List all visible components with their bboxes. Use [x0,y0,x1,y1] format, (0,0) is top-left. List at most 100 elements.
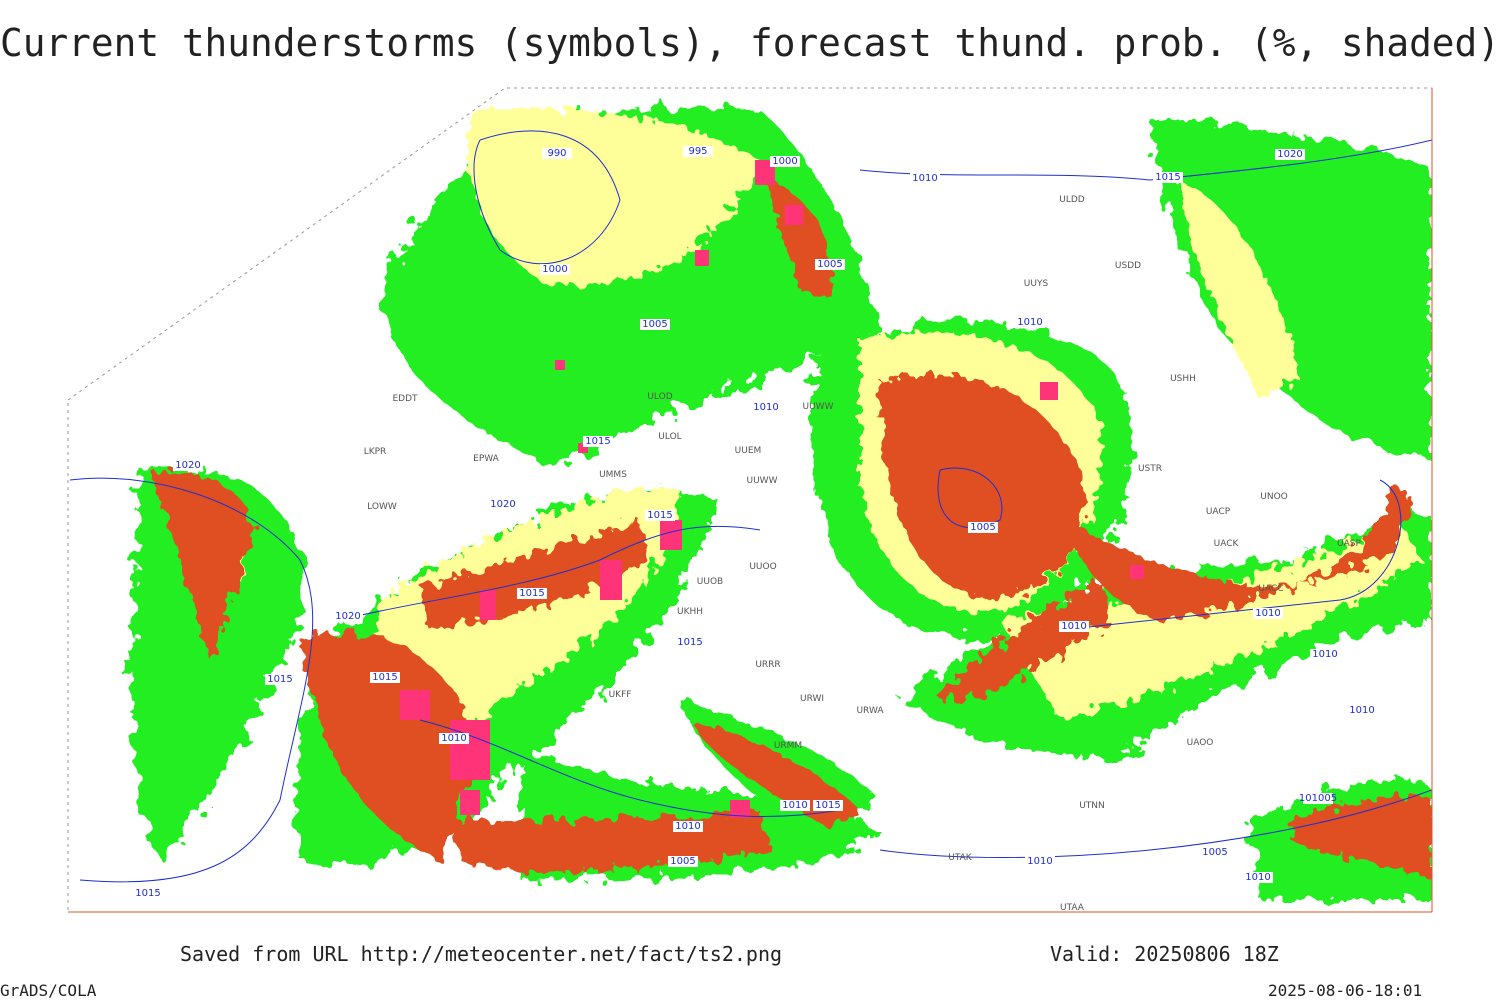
isobar-label: 1010 [1349,705,1374,716]
station-label: UTAK [948,853,973,863]
isobar-label-bg [770,156,800,167]
source-url: Saved from URL http://meteocenter.net/fa… [180,942,782,966]
isobar-label: 1015 [647,510,672,521]
isobar-label-bg [439,733,469,744]
isobar-label-bg [1303,793,1333,804]
station-label: URWA [856,706,884,716]
station-label: UKFF [609,690,632,700]
title: Current thunderstorms (symbols), forecas… [0,21,1500,65]
credit: GrADS/COLA [0,981,97,1000]
isobar-label-bg [1347,705,1377,716]
isobar-label: 1015 [267,674,292,685]
isobars [69,130,1432,883]
map [68,88,1432,912]
station-label: URRR [755,660,780,670]
isobar-label: 1000 [772,156,797,167]
isobar-label-bg [1275,149,1305,160]
station-label: USDD [1115,261,1141,271]
isobar-label-bg [910,173,940,184]
isobar-label: 1010 [1255,608,1280,619]
isobar-label: 1005 [642,319,667,330]
isobar-label-bg [815,259,845,270]
valid-time: Valid: 20250806 18Z [1050,942,1279,966]
station-label: LKPR [364,447,387,457]
isobar-label-bg [542,148,572,159]
isobar-label-bg [1059,621,1089,632]
isobar-label: 1005 [970,522,995,533]
isobar-label-bg [683,146,713,157]
isobar-label-bg [488,499,518,510]
isobar-label: 1005 [1202,847,1227,858]
isobar-label-bg [583,436,613,447]
isobar-label: 1015 [815,800,840,811]
isobar-label: 1005 [670,856,695,867]
isobar-label: 1015 [677,637,702,648]
isobar-label: 1015 [519,588,544,599]
isobar-label-bg [540,264,570,275]
isobar-label-bg [173,460,203,471]
isobar-label-bg [1253,608,1283,619]
isobar-label-bg [1243,872,1273,883]
isobar-label: 990 [547,148,566,159]
isobar-label: 1010 [753,402,778,413]
station-label: UUEM [735,446,762,456]
station-label: UUYS [1024,279,1049,289]
isobar-label-bg [675,637,705,648]
station-label: UAOO [1187,738,1214,748]
isobar-label: 1020 [490,499,515,510]
station-label: USHH [1170,374,1196,384]
station-label: UUOB [697,577,723,587]
storm-symbols [400,160,1144,818]
isobar-label-bg [1310,649,1340,660]
station-label: UMMS [599,470,627,480]
isobar-label: 1010 [782,800,807,811]
isobar-label: 1015 [585,436,610,447]
isobar-label-bg [517,588,547,599]
isobar-label-bg [1025,856,1055,867]
isobar-label: 1005 [817,259,842,270]
station-label: EPWA [473,454,500,464]
isobar-label-bg [813,800,843,811]
isobar-label-bg [668,856,698,867]
isobar-label: 1010 [441,733,466,744]
station-label: ULOL [658,432,681,442]
isobar-label: 995 [688,146,707,157]
isobar-label: 1020 [1277,149,1302,160]
station-label: UASP [1337,539,1361,549]
isobar-label: 1015 [372,672,397,683]
isobar-label-bg [1200,847,1230,858]
isobar-label-bg [370,672,400,683]
station-label: UACP [1206,507,1231,517]
isobar-label: 1000 [542,264,567,275]
isobar-label-bg [780,800,810,811]
station-label: ULOD [647,392,672,402]
station-label: URMM [774,741,802,751]
isobar-label-bg [133,888,163,899]
isobar-label-bg [640,319,670,330]
isobar-label: 1010 [1245,872,1270,883]
isobar-label: 1010 [1312,649,1337,660]
isobar-label: 101005 [1299,793,1337,804]
isobar-label-bg [645,510,675,521]
station-label: UUOO [749,562,776,572]
station-label: UACC [1258,584,1283,594]
isobar-label-bg [968,522,998,533]
isobar-label: 1010 [912,173,937,184]
isobar-label-bg [1153,172,1183,183]
station-label: UNOO [1260,492,1288,502]
station-label: LOWW [367,502,397,512]
isobar-label: 1015 [135,888,160,899]
station-label: EDDT [392,394,418,404]
isobar-label-bg [1015,317,1045,328]
station-label: UACK [1214,539,1240,549]
station-label: UUWW [747,476,778,486]
station-label: UKHH [677,607,703,617]
station-label: UUWW [803,402,834,412]
isobar-label: 1015 [1155,172,1180,183]
station-label: UTAA [1060,903,1085,913]
isobar-label-bg [751,402,781,413]
station-label: USTR [1138,464,1162,474]
isobar-label-bg [333,611,363,622]
isobar-label: 1020 [335,611,360,622]
